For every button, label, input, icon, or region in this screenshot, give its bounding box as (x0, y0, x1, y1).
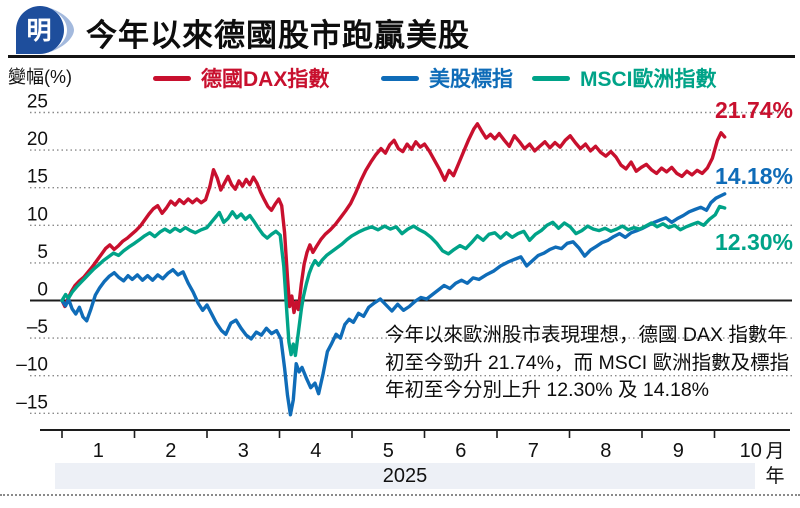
y-tick-label: 10 (27, 204, 48, 225)
y-tick-label: 20 (27, 129, 48, 150)
series-line-msci (60, 204, 727, 358)
legend-item-sp500: 美股標指 (381, 63, 513, 93)
y-tick-label: –10 (16, 355, 48, 376)
year-unit-label: 年 (765, 465, 784, 487)
y-tick-label: 15 (27, 167, 48, 188)
page-title: 今年以來德國股市跑贏美股 (86, 18, 470, 53)
y-tick-label: 0 (37, 280, 48, 301)
x-tick-label: 1 (93, 440, 104, 462)
x-tick-label: 6 (455, 440, 466, 462)
series-line-sp (60, 192, 727, 417)
y-tick-label: 5 (37, 242, 48, 263)
x-tick-label: 5 (383, 440, 394, 462)
logo-swoosh (50, 8, 74, 52)
annotation-text: 今年以來歐洲股市表現理想，德國 DAX 指數年初至今勁升 21.74%，而 MS… (385, 324, 790, 401)
legend-item-dax: 德國DAX指數 (153, 63, 329, 93)
dax-line-swatch (153, 75, 191, 81)
y-tick-label: –15 (16, 392, 48, 413)
y-tick-label: –5 (27, 317, 48, 338)
month-unit-label: 月 (765, 441, 784, 462)
x-tick-label: 4 (310, 440, 321, 462)
sp500-line-swatch (381, 75, 419, 81)
year-label: 2025 (383, 465, 428, 487)
y-tick-label: 25 (27, 92, 48, 113)
year-band (55, 463, 755, 489)
end-value-label-dax: 21.74% (715, 97, 793, 123)
logo-char: 明 (26, 17, 51, 45)
x-tick-label: 7 (528, 440, 539, 462)
bottom-dotted-rule (0, 494, 800, 496)
mingpao-logo: 明 (16, 6, 74, 54)
legend-item-msci: MSCI歐洲指數 (532, 63, 717, 93)
x-tick-label: 3 (238, 440, 249, 462)
legend-label-sp500: 美股標指 (429, 68, 513, 91)
msci-line-swatch (532, 75, 570, 81)
logo-bubble (16, 6, 64, 54)
end-value-label-sp: 14.18% (715, 163, 793, 189)
x-tick-label: 2 (165, 440, 176, 462)
legend-label-dax: 德國DAX指數 (201, 68, 330, 91)
x-tick-label: 10 (740, 440, 762, 462)
x-tick-label: 9 (673, 440, 684, 462)
series-line-dax (60, 122, 727, 315)
header-rule (8, 55, 795, 58)
end-value-label-msci: 12.30% (715, 229, 793, 255)
y-axis-label: 變幅(%) (8, 67, 72, 87)
legend-label-msci: MSCI歐洲指數 (580, 68, 717, 91)
x-tick-label: 8 (600, 440, 611, 462)
